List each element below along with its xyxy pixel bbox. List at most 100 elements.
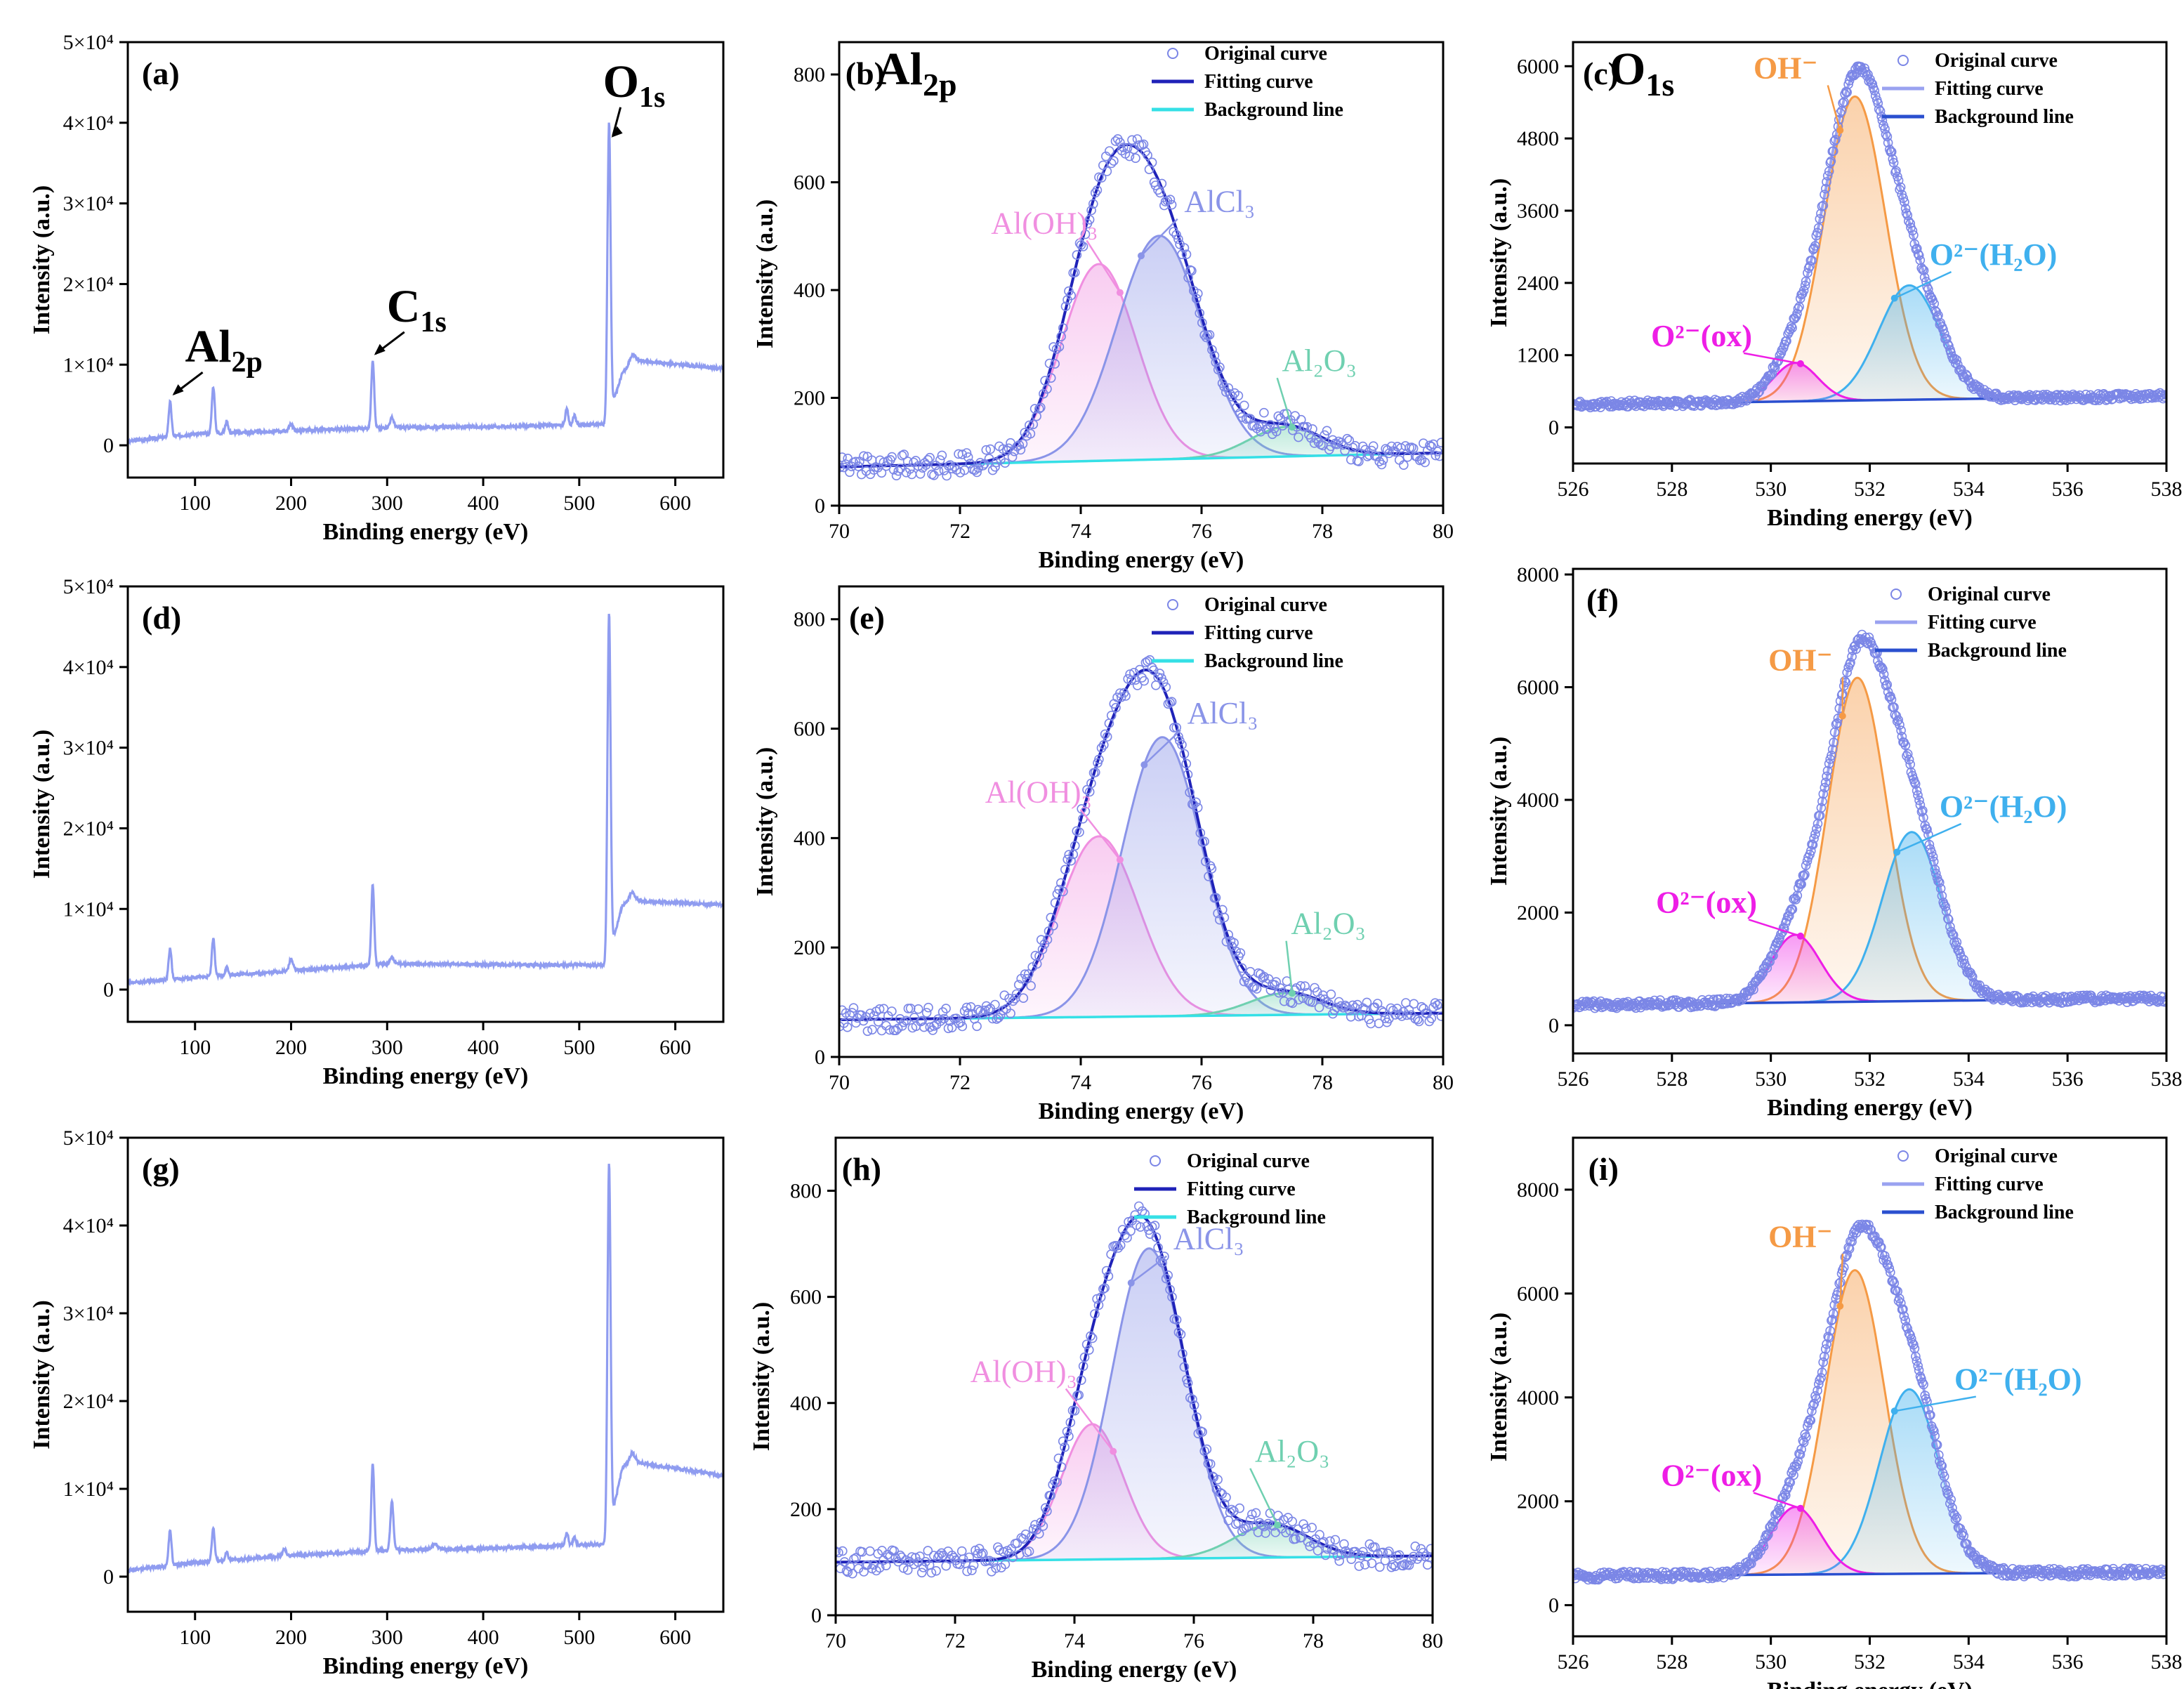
original-data-point [965,459,975,468]
original-data-point [1139,676,1149,686]
original-data-point [1893,176,1904,185]
original-data-point [1050,359,1060,369]
original-data-point [1907,1338,1917,1348]
original-data-point [1842,667,1852,678]
label-arrow-head [1274,1521,1281,1529]
original-data-point [991,1563,1001,1573]
original-data-point [1167,1292,1177,1302]
original-data-point [1419,1004,1428,1013]
original-data-point [1158,677,1169,688]
original-data-point [1348,442,1358,453]
original-data-point [1066,290,1076,301]
original-data-point [1183,770,1193,780]
original-data-point [1340,445,1350,456]
original-data-point [874,1004,885,1014]
component-label: O²⁻(H₂O) [1940,789,2067,824]
y-tick-label: 1×10⁴ [63,353,114,376]
original-data-point [1202,1444,1212,1454]
original-data-point [1688,1001,1698,1012]
original-data-point [1206,864,1217,874]
original-data-point [1897,732,1907,742]
original-data-point [899,1017,909,1027]
x-tick-label: 400 [468,1036,499,1059]
original-data-point [1760,376,1770,386]
original-data-point [921,460,931,470]
original-data-point [1278,987,1288,997]
legend-entry: Fitting curve [1187,1178,1296,1200]
original-data-point [1273,411,1284,421]
original-data-point [990,461,1000,472]
original-data-point [1817,796,1827,806]
original-data-point [1185,1393,1195,1403]
original-data-point [1150,180,1161,190]
original-data-point [1791,895,1801,905]
original-data-point [1223,930,1233,940]
original-data-point [1106,158,1117,169]
original-data-point [1846,657,1855,668]
peak-annotation: Al2p [185,321,263,379]
original-data-point [1294,994,1304,1005]
component-label: Al(OH)₃ [971,1355,1077,1389]
original-data-point [956,1017,966,1027]
original-data-point [1883,138,1893,148]
legend-entry: Background line [1204,99,1343,121]
y-tick-label: 2×10⁴ [63,272,114,296]
original-data-point [1058,1436,1068,1447]
original-data-point [1036,402,1046,413]
original-data-point [862,1026,873,1037]
label-arrow [1753,1492,1801,1509]
original-data-point [1950,1514,1961,1525]
original-data-point [1011,989,1022,999]
original-data-point [1195,308,1204,318]
panel-c: OH⁻ O²⁻(H₂O) O²⁻(ox) Original curve Fitting … [1486,41,2183,531]
original-data-point [1129,667,1139,678]
original-data-point [1414,1016,1424,1027]
original-data-point [1907,225,1918,236]
original-data-point [1199,836,1209,846]
original-data-point [1367,1558,1377,1568]
original-data-point [1229,938,1239,948]
original-data-point [1805,261,1815,271]
x-tick-label: 78 [1312,1071,1333,1094]
original-data-point [1904,216,1914,226]
x-tick-label: 72 [949,520,971,543]
original-data-point [1034,1529,1044,1539]
original-data-point [845,467,855,478]
original-data-point [1362,1551,1372,1562]
original-data-point [843,1567,853,1577]
original-data-point [957,449,968,459]
original-data-point [1188,1394,1197,1405]
original-data-point [1810,241,1820,251]
original-data-point [1896,1298,1906,1308]
y-tick-label: 6000 [1517,55,1559,78]
original-data-point [2159,997,2166,1007]
original-data-point [1913,249,1923,259]
x-tick-label: 400 [468,492,499,515]
original-data-point [988,1557,999,1568]
x-axis-label: Binding energy (eV) [1767,505,1973,531]
original-data-point [1410,1542,1421,1551]
x-tick-label: 300 [371,1036,403,1059]
original-data-point [1404,1560,1414,1570]
original-data-point [1435,999,1443,1009]
original-data-point [842,1022,853,1032]
original-data-point [1213,1475,1223,1485]
original-data-point [942,471,952,481]
original-data-point [1916,263,1926,273]
component-fill-1 [1573,96,2166,405]
x-tick-label: 76 [1191,1071,1212,1094]
original-data-point [972,467,982,478]
label-arrow-head [1796,932,1804,940]
original-data-point [887,1006,897,1016]
original-data-point [2058,997,2068,1008]
original-data-point [1900,740,1911,750]
x-tick-label: 530 [1755,1650,1787,1674]
original-data-point [1149,665,1159,676]
label-arrow [1130,1255,1168,1284]
original-data-point [1161,682,1171,692]
original-data-point [2096,1565,2105,1576]
original-data-point [1915,800,1926,810]
original-data-point [1039,388,1048,399]
original-data-point [1199,330,1209,340]
original-data-point [1052,889,1063,899]
